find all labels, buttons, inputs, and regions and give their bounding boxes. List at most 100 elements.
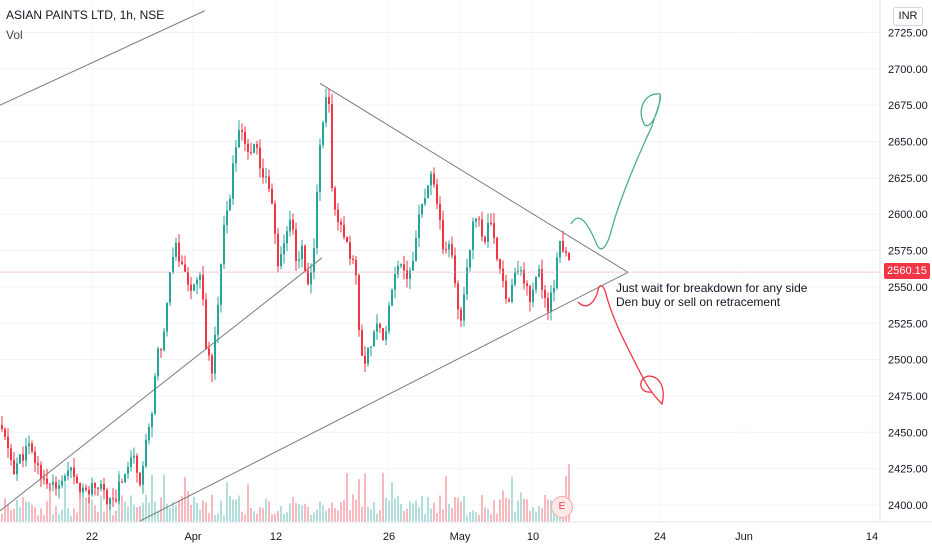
volume-bar [349, 510, 351, 522]
volume-bar [205, 502, 207, 522]
candle-body [427, 185, 429, 199]
currency-button[interactable]: INR [893, 7, 923, 26]
candle-body [409, 270, 411, 279]
x-tick-label: 10 [527, 531, 539, 543]
volume-bar [376, 513, 378, 522]
volume-bar [295, 503, 297, 522]
candle-body [421, 203, 423, 215]
volume-bar [484, 507, 486, 522]
candle-body [37, 463, 39, 465]
candle-body [469, 250, 471, 268]
volume-bar [544, 494, 546, 522]
bullish-arrow-drawing [570, 93, 662, 250]
candles [1, 88, 570, 510]
volume-bar [247, 484, 249, 522]
candle-body [124, 473, 126, 483]
earnings-marker[interactable]: E [551, 496, 573, 518]
candle-body [280, 254, 282, 267]
volume-bar [229, 495, 231, 522]
candle-body [466, 267, 468, 295]
volume-bar [289, 503, 291, 522]
candle-body [94, 483, 96, 488]
volume-bar [7, 504, 9, 522]
candle-body [52, 482, 54, 485]
y-tick-label: 2650.00 [888, 137, 928, 149]
candle-body [463, 294, 465, 321]
candle-body [196, 279, 198, 285]
volume-bar [364, 473, 366, 522]
volume-bar [82, 496, 84, 522]
candle-body [523, 270, 525, 284]
volume-bar [154, 501, 156, 522]
volume-bar [190, 505, 192, 522]
x-tick-label: 14 [866, 531, 878, 543]
volume-bar [250, 507, 252, 522]
candle-body [4, 429, 6, 437]
candle-body [538, 269, 540, 277]
volume-bar [463, 495, 465, 522]
volume-bar [370, 509, 372, 522]
candle-body [364, 355, 366, 364]
candle-body [403, 264, 405, 271]
candle-body [265, 176, 267, 178]
annotation-text-2: Den buy or sell on retracement [616, 295, 781, 309]
x-tick-label: 24 [654, 531, 666, 543]
volume-bar [259, 506, 261, 522]
candle-body [349, 242, 351, 259]
candle-body [319, 144, 321, 192]
volume-bar [520, 492, 522, 522]
volume-bar [37, 515, 39, 522]
candle-body [445, 249, 447, 251]
volume-bar [22, 497, 24, 522]
volume-bar [526, 499, 528, 522]
candle-body [67, 470, 69, 477]
annotation-text-1: Just wait for breakdown for any side [616, 281, 808, 295]
volume-bar [55, 506, 57, 522]
candle-body [391, 289, 393, 306]
candle-body [154, 376, 156, 414]
candle-body [562, 240, 564, 252]
volume-bar [331, 502, 333, 522]
volume-bar [538, 506, 540, 522]
volume-bar [88, 497, 90, 522]
candle-body [181, 261, 183, 265]
volume-bar [502, 490, 504, 522]
candle-body [385, 331, 387, 340]
volume-bar [568, 464, 570, 522]
candle-body [484, 236, 486, 242]
volume-bar [217, 513, 219, 522]
volume-bar [136, 507, 138, 522]
volume-bar [409, 501, 411, 522]
y-axis: 2400.00 2425.00 2450.00 2475.00 2500.00 2525.… [879, 0, 928, 522]
volume-bar [163, 474, 165, 522]
volume-bar [436, 513, 438, 522]
candle-body [40, 464, 42, 479]
volume-bar [328, 508, 330, 522]
volume-bar [115, 510, 117, 522]
volume-bar [64, 477, 66, 522]
volume-bar [232, 499, 234, 522]
y-tick-label: 2575.00 [888, 246, 928, 258]
x-tick-label: Apr [184, 531, 201, 543]
volume-bar [28, 501, 30, 522]
volume-bar [145, 494, 147, 522]
volume-bar [529, 511, 531, 522]
volume-bar [265, 498, 267, 522]
candle-body [121, 481, 123, 483]
volume-bar [469, 512, 471, 522]
candle-body [418, 214, 420, 239]
volume-bar [367, 506, 369, 522]
candle-body [502, 268, 504, 281]
candle-body [49, 483, 51, 485]
candle-body [199, 275, 201, 280]
candle-body [373, 331, 375, 347]
candle-body [127, 466, 129, 474]
volume-bar [448, 504, 450, 522]
volume-bar [199, 509, 201, 522]
candle-body [166, 302, 168, 332]
volume-bar [451, 507, 453, 522]
candle-body [379, 323, 381, 329]
volume-bar [100, 495, 102, 522]
